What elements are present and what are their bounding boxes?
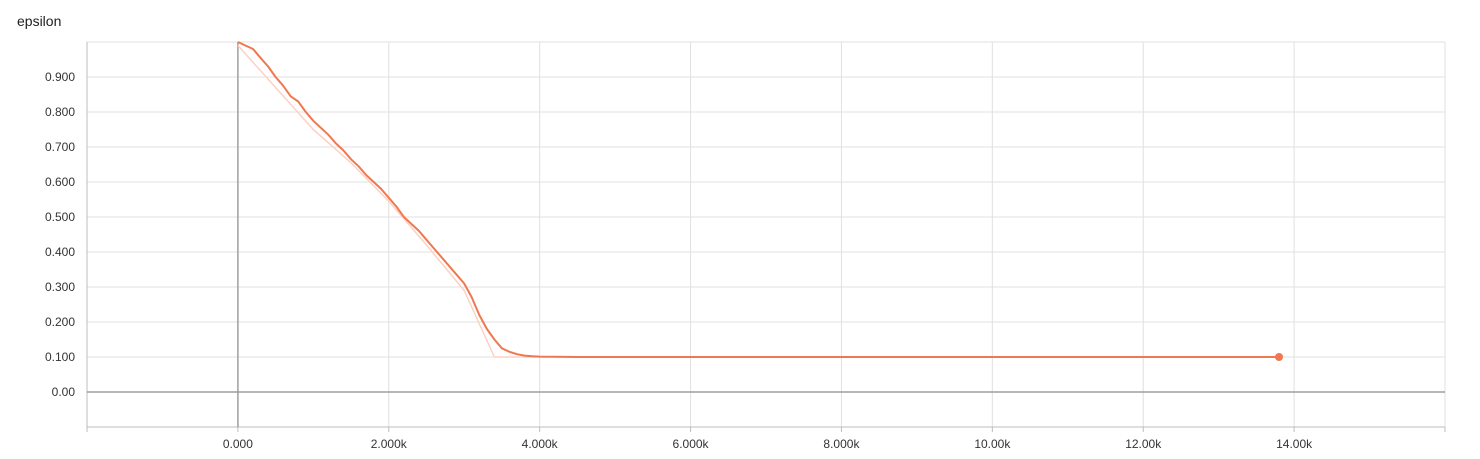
smoothed-series-line <box>237 41 1279 358</box>
y-tick-label: 0.600 <box>45 175 75 189</box>
last-point-marker[interactable] <box>1275 353 1284 361</box>
raw-series-line <box>237 44 1279 358</box>
y-tick-label: 0.500 <box>45 210 75 224</box>
label-layer: 0.900 0.800 0.700 0.600 0.500 0.400 0.300 0.200… <box>45 70 1313 451</box>
x-tick-label: 14.00k <box>1276 437 1313 451</box>
y-tick-label: 0.700 <box>45 140 75 154</box>
y-tick-label: 0.800 <box>45 105 75 119</box>
y-tick-label: 0.400 <box>45 245 75 259</box>
grid-layer <box>86 41 1446 427</box>
x-tick-label: 10.00k <box>974 437 1011 451</box>
x-tick-label: 8.000k <box>823 437 860 451</box>
y-tick-label: 0.300 <box>45 280 75 294</box>
x-tick-label: 4.000k <box>522 437 559 451</box>
y-tick-label: 0.00 <box>52 385 76 399</box>
y-tick-label: 0.100 <box>45 350 75 364</box>
x-tick-label: 2.000k <box>371 437 408 451</box>
axis-layer <box>86 42 1446 432</box>
y-tick-label: 0.200 <box>45 315 75 329</box>
x-tick-label: 0.000 <box>223 437 253 451</box>
x-tick-label: 6.000k <box>673 437 710 451</box>
y-tick-label: 0.900 <box>45 70 75 84</box>
series-layer <box>237 41 1284 361</box>
x-tick-label: 12.00k <box>1125 437 1162 451</box>
chart-title: epsilon <box>17 13 62 29</box>
